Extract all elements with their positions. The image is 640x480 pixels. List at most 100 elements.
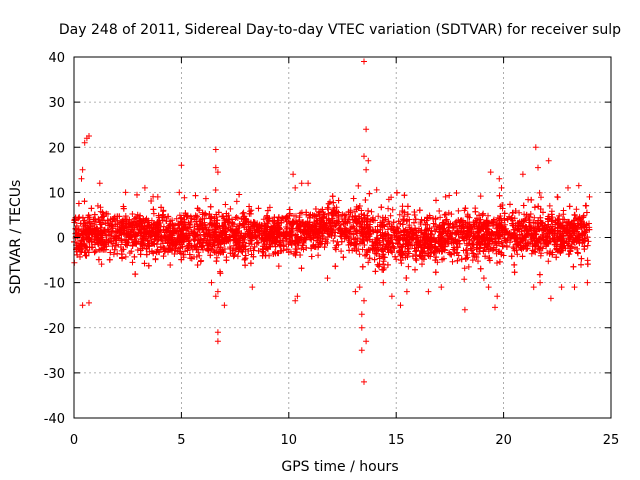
data-point — [300, 219, 307, 226]
data-point — [227, 234, 234, 241]
data-point — [439, 256, 446, 263]
data-point — [86, 220, 92, 227]
data-point — [386, 220, 393, 227]
data-point — [112, 242, 119, 249]
data-point — [154, 218, 161, 225]
data-point — [363, 251, 370, 258]
data-point — [113, 228, 120, 235]
data-point — [432, 257, 439, 264]
data-point — [345, 242, 352, 248]
data-point — [538, 194, 544, 201]
data-point — [496, 258, 503, 265]
data-point — [97, 204, 104, 211]
data-point — [106, 231, 113, 238]
data-point — [202, 210, 209, 217]
data-point — [131, 225, 138, 231]
data-point — [385, 237, 392, 244]
data-point — [180, 225, 187, 231]
data-point — [167, 262, 174, 268]
data-point — [390, 219, 397, 226]
data-point — [178, 256, 185, 263]
data-point — [539, 223, 546, 230]
data-point — [324, 240, 331, 246]
data-point — [379, 245, 386, 252]
data-point — [382, 214, 389, 221]
data-point — [449, 258, 456, 265]
data-point — [274, 234, 281, 240]
data-point — [396, 211, 403, 218]
data-point — [312, 206, 319, 212]
data-point — [184, 225, 191, 232]
data-point — [181, 219, 188, 226]
data-point — [349, 216, 356, 223]
data-point — [196, 207, 203, 214]
data-point — [586, 226, 593, 233]
data-point — [518, 228, 525, 235]
data-point — [370, 242, 377, 249]
data-point — [369, 238, 376, 245]
data-point — [223, 231, 230, 238]
data-point — [358, 211, 365, 218]
data-point — [552, 238, 559, 245]
data-point — [338, 248, 345, 255]
data-point — [436, 208, 443, 214]
data-point — [502, 237, 509, 244]
data-point — [427, 230, 434, 237]
data-point — [352, 242, 359, 248]
data-point — [469, 257, 476, 264]
data-point — [153, 248, 160, 255]
data-point — [165, 224, 172, 231]
data-point — [448, 235, 455, 241]
data-point — [499, 243, 506, 250]
data-point — [337, 221, 344, 228]
data-point — [199, 216, 206, 222]
data-point — [578, 255, 585, 262]
data-point — [570, 263, 577, 270]
data-point — [495, 240, 502, 247]
data-point — [165, 246, 172, 253]
data-point — [275, 263, 282, 270]
data-point — [280, 242, 287, 249]
data-point — [499, 224, 506, 231]
data-point — [510, 244, 517, 251]
data-point — [403, 218, 410, 225]
data-point — [362, 197, 369, 203]
data-point — [222, 228, 229, 235]
data-point — [184, 213, 190, 220]
data-point — [324, 204, 331, 211]
data-point — [233, 214, 240, 221]
data-point — [486, 257, 493, 264]
data-point — [388, 194, 395, 201]
data-point — [513, 247, 520, 254]
data-point — [480, 275, 487, 282]
data-point — [152, 256, 159, 263]
data-point — [463, 246, 470, 253]
data-point — [580, 212, 587, 219]
data-point — [373, 250, 380, 257]
data-point — [266, 204, 273, 211]
data-point — [405, 248, 411, 255]
data-point — [106, 256, 113, 263]
data-point — [283, 246, 290, 253]
data-point — [321, 244, 328, 251]
data-point — [566, 203, 573, 210]
data-point — [356, 251, 363, 258]
data-point — [390, 243, 397, 250]
data-point — [470, 219, 477, 226]
data-point — [520, 235, 527, 242]
data-point — [334, 220, 340, 227]
data-point — [465, 263, 472, 270]
data-point — [97, 224, 104, 231]
data-point — [412, 216, 419, 223]
data-point — [294, 234, 301, 241]
data-point — [545, 221, 552, 228]
data-point — [443, 216, 450, 223]
data-point — [445, 236, 452, 243]
data-point — [188, 215, 195, 222]
data-point — [582, 202, 589, 209]
data-point — [126, 250, 133, 256]
data-point — [376, 255, 383, 262]
data-point — [359, 236, 366, 243]
data-point — [157, 227, 164, 234]
data-point — [521, 211, 528, 218]
